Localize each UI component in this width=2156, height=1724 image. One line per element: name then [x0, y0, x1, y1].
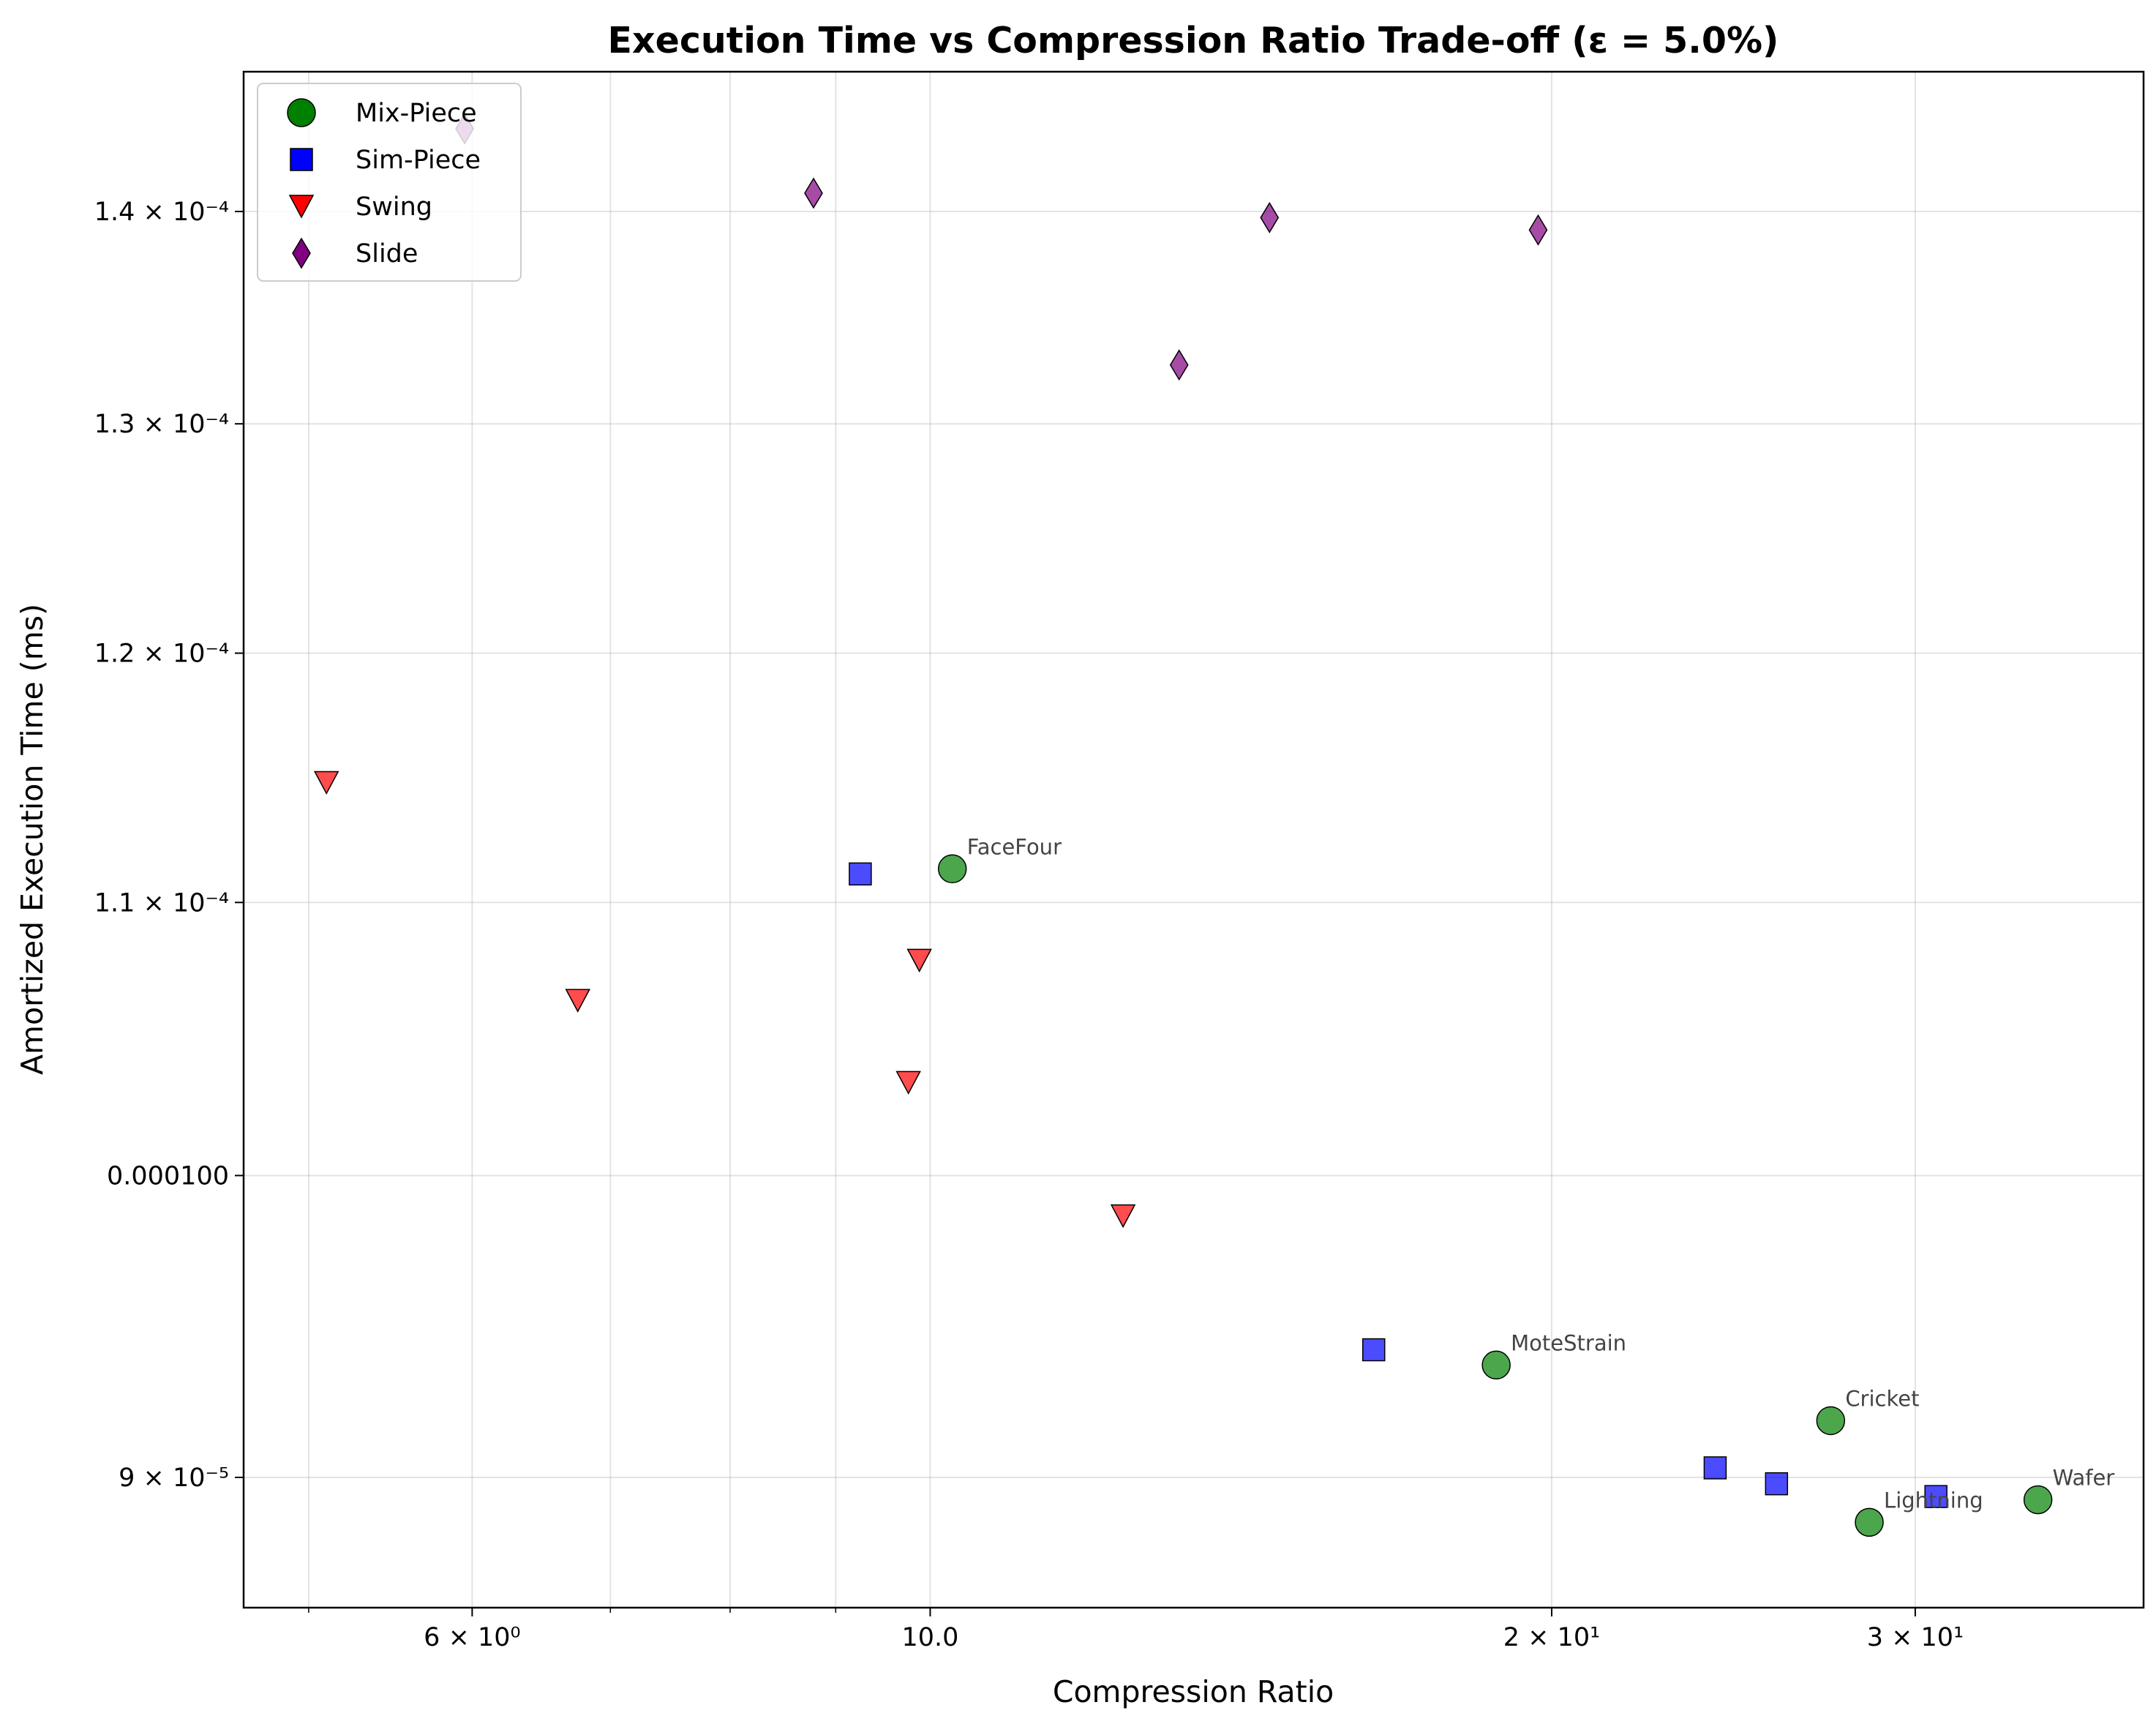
- x-tick-label: 3 × 10¹: [1867, 1623, 1964, 1652]
- plot-frame: [242, 70, 2145, 1609]
- chart-title: Execution Time vs Compression Ratio Trad…: [608, 20, 1779, 61]
- sim-piece-point: [1703, 1456, 1727, 1480]
- slide-point: [1260, 201, 1280, 233]
- slide-point: [1528, 214, 1548, 246]
- x-tick-label: 6 × 10⁰: [424, 1623, 520, 1652]
- y-axis-label: Amortized Execution Time (ms): [15, 604, 50, 1075]
- legend-label: Mix-Piece: [356, 99, 477, 128]
- point-label: Wafer: [2053, 1466, 2115, 1491]
- legend-label: Swing: [356, 192, 432, 222]
- y-tick-label: 1.2 × 10⁻⁴: [94, 640, 229, 669]
- y-tick-label: 1.1 × 10⁻⁴: [94, 888, 229, 918]
- legend-item-mix-piece: Mix-Piece: [287, 98, 477, 128]
- swing-point: [895, 1071, 921, 1095]
- point-label: Cricket: [1845, 1386, 1919, 1411]
- swing-point: [313, 771, 339, 795]
- legend-box: [257, 83, 522, 282]
- point-label: MoteStrain: [1511, 1330, 1626, 1355]
- sim-piece-point: [1362, 1338, 1386, 1362]
- legend-marker-sim-piece: [290, 148, 313, 171]
- x-axis-ticks: 6 × 10⁰ 10.0 2 × 10¹ 3 × 10¹: [308, 1608, 1964, 1652]
- mix-piece-point: [2023, 1485, 2053, 1515]
- slide-point: [804, 177, 823, 209]
- swing-point: [906, 948, 932, 972]
- point-label: FaceFour: [967, 834, 1062, 859]
- legend-marker-swing: [288, 195, 315, 219]
- x-tick-label: 10.0: [901, 1623, 958, 1652]
- sim-piece-point: [849, 862, 872, 886]
- mix-piece-point: [1816, 1406, 1846, 1436]
- legend-item-slide: Slide: [292, 237, 418, 269]
- slide-point: [1169, 349, 1189, 381]
- point-annotations: FaceFour MoteStrain Cricket Lightning Wafer: [967, 834, 2115, 1513]
- point-label: Lightning: [1884, 1488, 1983, 1513]
- legend-label: Slide: [356, 239, 418, 269]
- legend-label: Sim-Piece: [356, 146, 481, 175]
- mix-piece-point: [937, 854, 967, 884]
- mix-piece-point: [1855, 1507, 1884, 1537]
- plot-area: [244, 72, 2144, 1608]
- x-tick-label: 2 × 10¹: [1503, 1623, 1600, 1652]
- x-axis-label: Compression Ratio: [1053, 1674, 1334, 1709]
- sim-piece-point: [1765, 1472, 1789, 1496]
- legend: Mix-Piece Sim-Piece Swing Slide: [257, 83, 522, 282]
- sim-piece-point: [1924, 1485, 1947, 1508]
- y-axis-ticks: 9 × 10⁻⁵ 0.000100 1.1 × 10⁻⁴ 1.2 × 10⁻⁴ 1.3 …: [94, 198, 244, 1493]
- legend-marker-mix-piece: [287, 98, 316, 127]
- grid: [244, 72, 2144, 1608]
- legend-item-sim-piece: Sim-Piece: [290, 146, 481, 175]
- data-points: [313, 113, 2053, 1537]
- y-tick-label: 1.3 × 10⁻⁴: [94, 410, 229, 439]
- legend-item-swing: Swing: [288, 192, 432, 222]
- y-tick-label: 9 × 10⁻⁵: [119, 1463, 229, 1493]
- mix-piece-point: [1481, 1350, 1511, 1380]
- swing-point: [1110, 1204, 1136, 1229]
- legend-marker-slide: [292, 237, 311, 269]
- swing-point: [565, 989, 590, 1013]
- y-tick-label: 1.4 × 10⁻⁴: [94, 198, 229, 227]
- y-tick-label: 0.000100: [107, 1161, 229, 1191]
